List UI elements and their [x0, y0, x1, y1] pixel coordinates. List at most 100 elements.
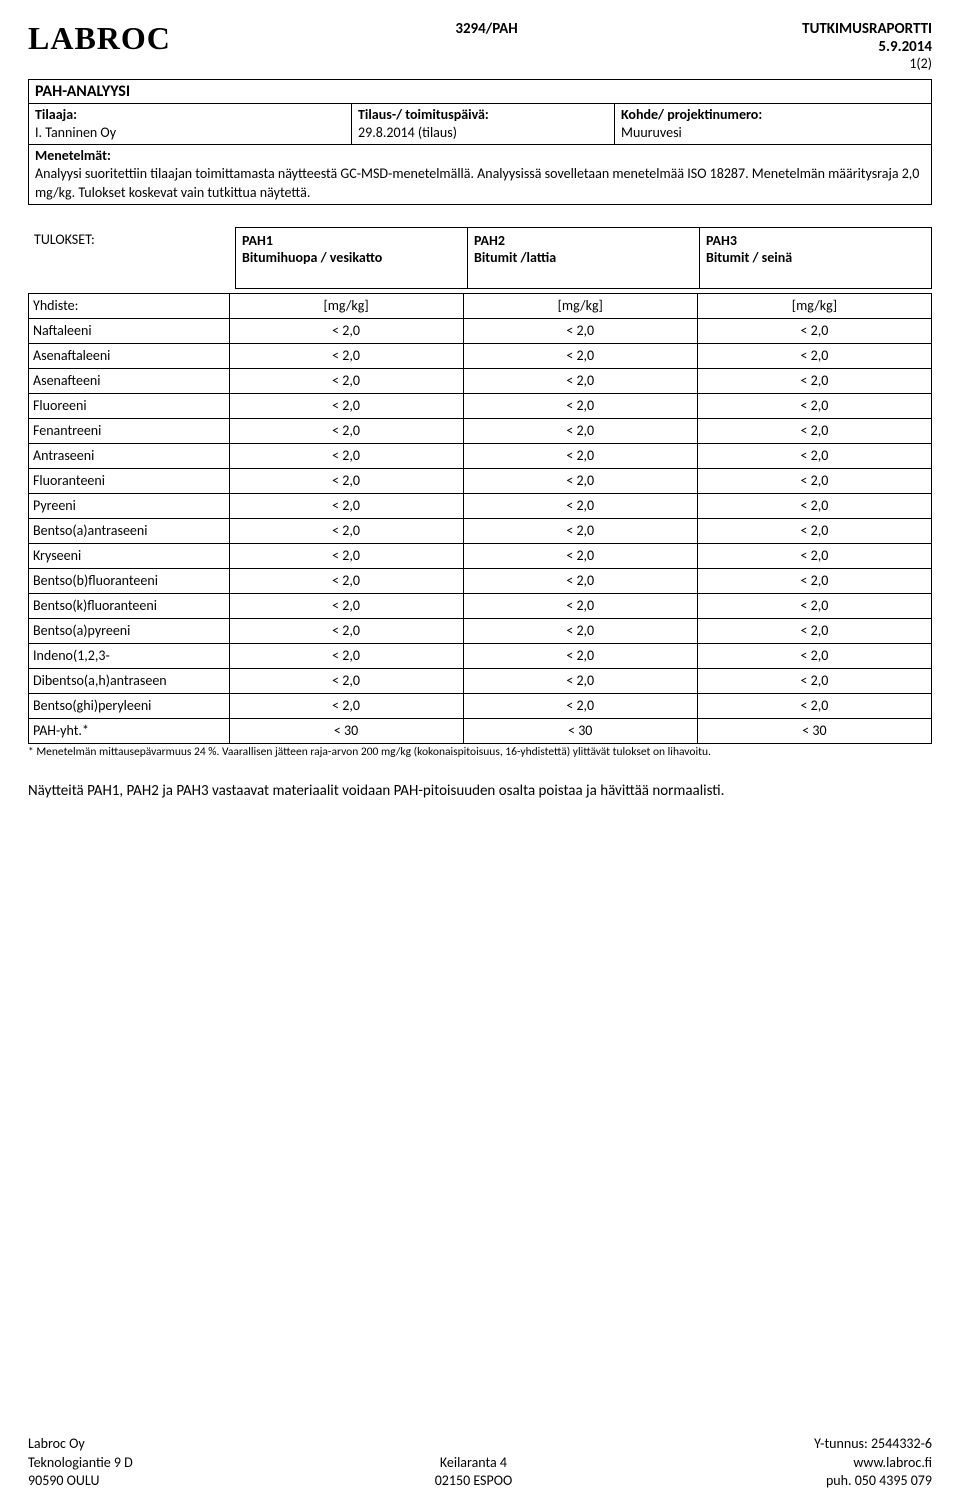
value-cell: < 2,0: [229, 443, 463, 468]
compound-name: Bentso(b)fluoranteeni: [29, 568, 230, 593]
value-cell: < 2,0: [463, 518, 697, 543]
tilaaja-label: Tilaaja:: [35, 106, 77, 123]
compound-name: Bentso(a)antraseeni: [29, 518, 230, 543]
col3-desc: Bitumit / seinä: [706, 249, 792, 266]
value-cell: < 2,0: [229, 493, 463, 518]
value-cell: < 2,0: [463, 393, 697, 418]
footer-right: Y-tunnus: 2544332-6 www.labroc.fi puh. 0…: [814, 1435, 932, 1490]
report-date: 5.9.2014: [802, 38, 932, 56]
compound-name: Fluoranteeni: [29, 468, 230, 493]
footer-center: Keilaranta 4 02150 ESPOO: [435, 1435, 513, 1490]
value-cell: < 2,0: [229, 618, 463, 643]
col2-code: PAH2: [474, 232, 505, 249]
compound-name: Bentso(k)fluoranteeni: [29, 593, 230, 618]
document-id: 3294/PAH: [171, 20, 802, 38]
compound-name: Dibentso(a,h)antraseen: [29, 668, 230, 693]
table-row: Dibentso(a,h)antraseen< 2,0< 2,0< 2,0: [29, 668, 932, 693]
phone: puh. 050 4395 079: [814, 1472, 932, 1490]
col1-code: PAH1: [242, 232, 273, 249]
table-row: Bentso(b)fluoranteeni< 2,0< 2,0< 2,0: [29, 568, 932, 593]
value-cell: < 2,0: [697, 643, 931, 668]
section-title: PAH-ANALYYSI: [28, 79, 932, 104]
value-cell: < 30: [229, 718, 463, 743]
value-cell: < 2,0: [697, 443, 931, 468]
results-header-row: TULOKSET: PAH1 Bitumihuopa / vesikatto P…: [28, 227, 932, 289]
tilaaja-value: I. Tanninen Oy: [35, 124, 116, 141]
tilaus-cell: Tilaus-/ toimituspäivä: 29.8.2014 (tilau…: [352, 104, 615, 144]
value-cell: < 2,0: [697, 518, 931, 543]
value-cell: < 2,0: [229, 393, 463, 418]
kohde-value: Muuruvesi: [621, 124, 682, 141]
business-id: Y-tunnus: 2544332-6: [814, 1435, 932, 1453]
value-cell: < 2,0: [229, 593, 463, 618]
value-cell: < 2,0: [463, 568, 697, 593]
kohde-label: Kohde/ projektinumero:: [621, 106, 762, 123]
value-cell: < 2,0: [697, 468, 931, 493]
compound-label: Yhdiste:: [29, 293, 230, 318]
compound-name: Indeno(1,2,3-: [29, 643, 230, 668]
table-row: PAH-yht.*< 30< 30< 30: [29, 718, 932, 743]
table-row: Bentso(ghi)peryleeni< 2,0< 2,0< 2,0: [29, 693, 932, 718]
value-cell: < 2,0: [697, 568, 931, 593]
methods-box: Menetelmät: Analyysi suoritettiin tilaaj…: [28, 145, 932, 205]
compound-name: Kryseeni: [29, 543, 230, 568]
compound-name: Bentso(ghi)peryleeni: [29, 693, 230, 718]
page-header: LABROC 3294/PAH TUTKIMUSRAPORTTI 5.9.201…: [28, 20, 932, 73]
table-row: Fluoreeni< 2,0< 2,0< 2,0: [29, 393, 932, 418]
value-cell: < 2,0: [463, 343, 697, 368]
report-label: TUTKIMUSRAPORTTI: [802, 20, 932, 38]
table-row: Pyreeni< 2,0< 2,0< 2,0: [29, 493, 932, 518]
value-cell: < 2,0: [697, 343, 931, 368]
value-cell: < 2,0: [229, 468, 463, 493]
value-cell: < 2,0: [229, 693, 463, 718]
footer: Labroc Oy Teknologiantie 9 D 90590 OULU …: [28, 1435, 932, 1490]
compound-name: Naftaleeni: [29, 318, 230, 343]
table-row: Fluoranteeni< 2,0< 2,0< 2,0: [29, 468, 932, 493]
compound-name: Fenantreeni: [29, 418, 230, 443]
tilaus-label: Tilaus-/ toimituspäivä:: [358, 106, 489, 123]
value-cell: < 2,0: [463, 468, 697, 493]
col1-desc: Bitumihuopa / vesikatto: [242, 249, 382, 266]
value-cell: < 2,0: [463, 618, 697, 643]
company-name: Labroc Oy: [28, 1435, 133, 1453]
website: www.labroc.fi: [814, 1454, 932, 1472]
unit-1: [mg/kg]: [229, 293, 463, 318]
value-cell: < 2,0: [463, 693, 697, 718]
office2-addr1: Keilaranta 4: [435, 1454, 513, 1472]
value-cell: < 2,0: [697, 318, 931, 343]
table-row: Asenafteeni< 2,0< 2,0< 2,0: [29, 368, 932, 393]
value-cell: < 2,0: [463, 543, 697, 568]
value-cell: < 2,0: [463, 493, 697, 518]
footer-left: Labroc Oy Teknologiantie 9 D 90590 OULU: [28, 1435, 133, 1490]
table-row: Fenantreeni< 2,0< 2,0< 2,0: [29, 418, 932, 443]
table-row: Bentso(a)pyreeni< 2,0< 2,0< 2,0: [29, 618, 932, 643]
value-cell: < 2,0: [229, 518, 463, 543]
compound-name: PAH-yht.*: [29, 718, 230, 743]
compound-name: Asenafteeni: [29, 368, 230, 393]
table-row: Bentso(k)fluoranteeni< 2,0< 2,0< 2,0: [29, 593, 932, 618]
value-cell: < 2,0: [697, 393, 931, 418]
kohde-cell: Kohde/ projektinumero: Muuruvesi: [615, 104, 931, 144]
address-line-2: 90590 OULU: [28, 1472, 133, 1490]
value-cell: < 2,0: [697, 693, 931, 718]
table-row: Indeno(1,2,3-< 2,0< 2,0< 2,0: [29, 643, 932, 668]
value-cell: < 2,0: [463, 318, 697, 343]
table-row: Bentso(a)antraseeni< 2,0< 2,0< 2,0: [29, 518, 932, 543]
value-cell: < 2,0: [229, 668, 463, 693]
compound-name: Antraseeni: [29, 443, 230, 468]
table-row: Naftaleeni< 2,0< 2,0< 2,0: [29, 318, 932, 343]
value-cell: < 2,0: [229, 368, 463, 393]
compound-name: Asenaftaleeni: [29, 343, 230, 368]
logo: LABROC: [28, 20, 171, 57]
value-cell: < 2,0: [463, 443, 697, 468]
col-head-3: PAH3 Bitumit / seinä: [700, 227, 932, 289]
unit-2: [mg/kg]: [463, 293, 697, 318]
value-cell: < 2,0: [697, 418, 931, 443]
table-row: Asenaftaleeni< 2,0< 2,0< 2,0: [29, 343, 932, 368]
value-cell: < 2,0: [229, 568, 463, 593]
col-head-1: PAH1 Bitumihuopa / vesikatto: [235, 227, 468, 289]
value-cell: < 2,0: [697, 493, 931, 518]
value-cell: < 2,0: [463, 668, 697, 693]
methods-text: Analyysi suoritettiin tilaajan toimittam…: [35, 165, 919, 200]
methods-label: Menetelmät:: [35, 147, 111, 164]
